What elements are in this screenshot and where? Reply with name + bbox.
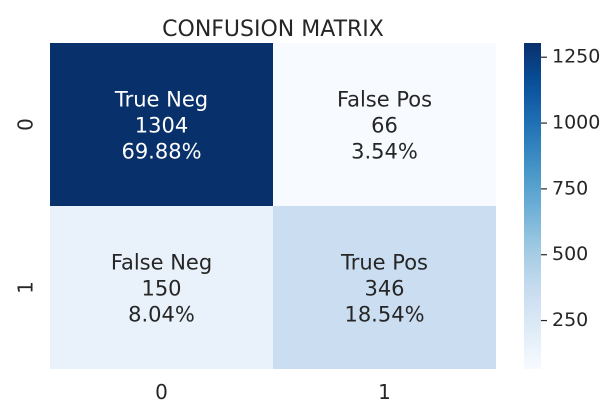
colorbar-tick-label-250: 250 [552, 309, 588, 331]
x-tick-label-1: 1 [378, 380, 391, 404]
cell-percent-1-1: 18.54% [344, 303, 424, 327]
heatmap-cell-0-1 [273, 43, 496, 206]
colorbar [524, 43, 541, 369]
cell-label-0-1: False Pos [337, 88, 432, 112]
heatmap-cell-0-0 [50, 43, 273, 206]
cell-label-1-0: False Neg [111, 251, 212, 275]
cell-label-1-1: True Pos [340, 251, 428, 275]
heatmap-cell-1-0 [50, 206, 273, 369]
cell-count-0-0: 1304 [135, 114, 188, 138]
cell-label-0-0: True Neg [114, 88, 208, 112]
cell-count-0-1: 66 [371, 114, 398, 138]
y-tick-label-0: 0 [14, 118, 38, 131]
cell-percent-1-0: 8.04% [128, 303, 195, 327]
x-tick-label-0: 0 [155, 380, 168, 404]
heatmap-cell-1-1 [273, 206, 496, 369]
cell-count-1-1: 346 [364, 277, 404, 301]
colorbar-tick-label-1000: 1000 [552, 112, 600, 134]
cell-count-1-0: 150 [141, 277, 181, 301]
cell-percent-0-1: 3.54% [351, 140, 418, 164]
colorbar-tick-label-750: 750 [552, 177, 588, 199]
colorbar-tick-label-1250: 1250 [552, 46, 600, 68]
colorbar-tick-label-500: 500 [552, 243, 588, 265]
chart-title: CONFUSION MATRIX [162, 17, 384, 42]
cell-percent-0-0: 69.88% [121, 140, 201, 164]
y-tick-label-1: 1 [14, 281, 38, 294]
